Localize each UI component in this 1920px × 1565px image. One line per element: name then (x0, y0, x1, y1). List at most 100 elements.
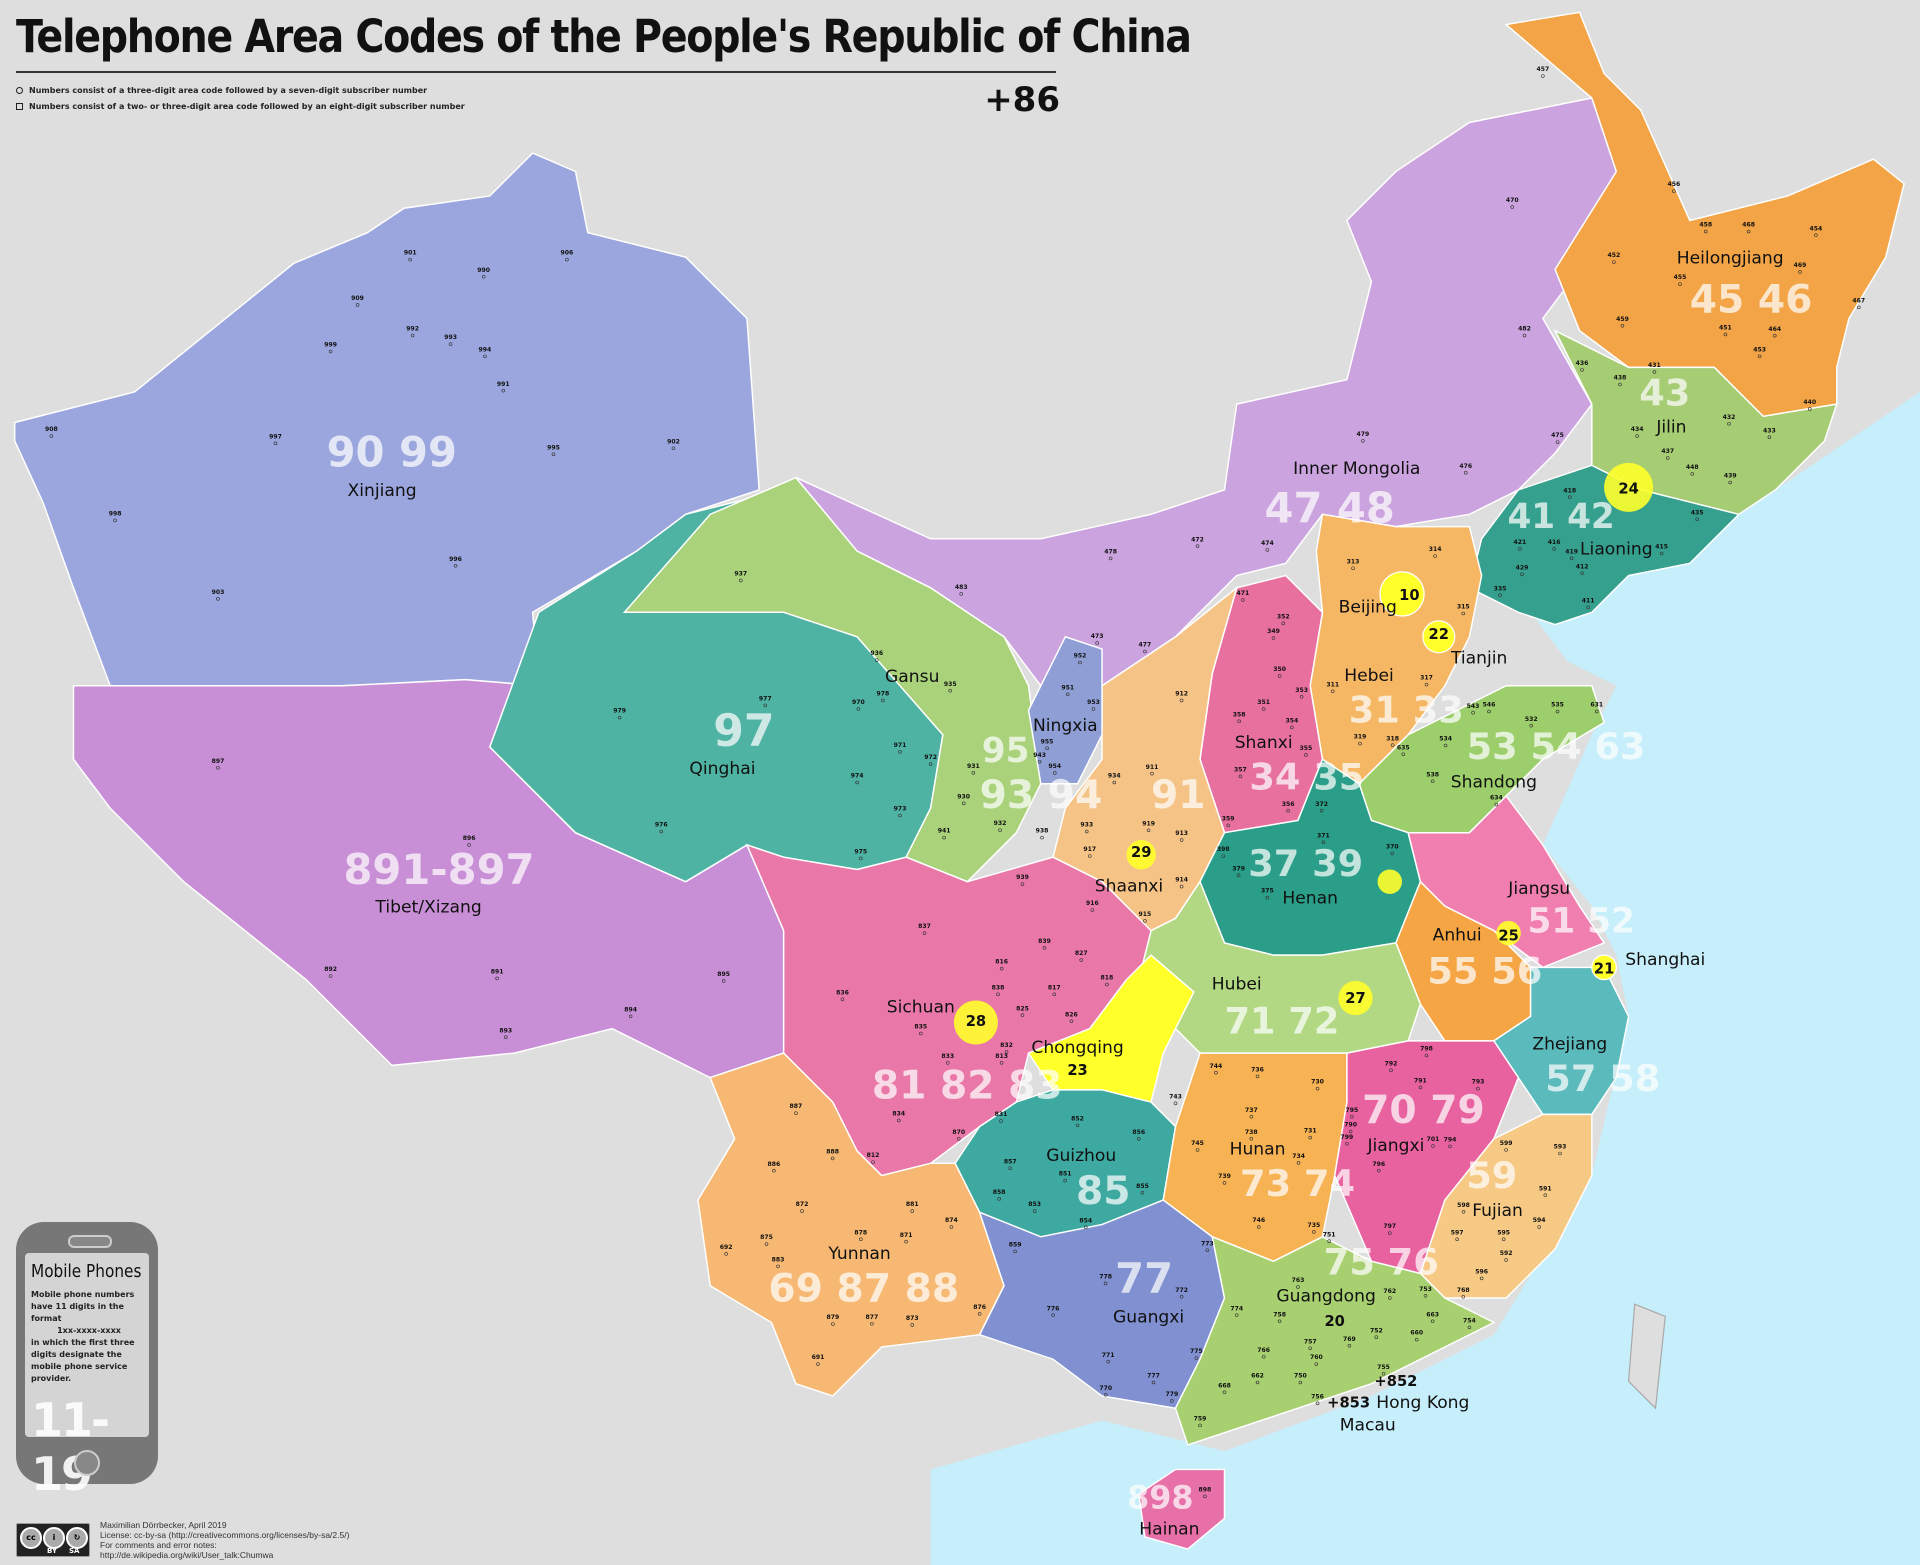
city-code-label: 479 (1356, 431, 1369, 438)
city-marker-icon (776, 1264, 780, 1269)
region-guangxi (978, 1199, 1226, 1410)
city-marker-icon (1170, 1399, 1174, 1403)
city-code-label: 992 (406, 326, 419, 333)
city-marker-icon (1487, 709, 1491, 714)
city-marker-icon (1728, 480, 1732, 485)
city-code-label: 912 (1175, 691, 1188, 698)
city-code-label: 318 (1386, 735, 1399, 742)
province-name: Zhejiang (1532, 1034, 1607, 1054)
city-marker-icon (1315, 1086, 1320, 1091)
city-marker-icon (948, 688, 952, 693)
city-marker-icon (1179, 884, 1184, 889)
city-code-label: 598 (1457, 1202, 1470, 1209)
city-code-label: 335 (1494, 585, 1507, 592)
city-marker-icon (1195, 1148, 1200, 1152)
city-code-label: 475 (1551, 432, 1564, 439)
city-marker-icon (453, 563, 458, 568)
province-name: Guizhou (1046, 1146, 1116, 1166)
city-code-label: 755 (1377, 1364, 1390, 1371)
city-marker-icon (1569, 556, 1574, 561)
province-code-24: 77 (1115, 1254, 1173, 1303)
city-marker-icon (855, 780, 859, 785)
city-marker-icon (1580, 368, 1584, 372)
city-marker-icon (1271, 636, 1276, 640)
city-marker-icon (1414, 1337, 1419, 1342)
city-marker-icon (871, 1160, 875, 1164)
city-marker-icon (904, 1239, 908, 1244)
city-code-label: 435 (1691, 509, 1704, 516)
city-code-label: 932 (994, 820, 1007, 827)
city-marker-icon (628, 1014, 633, 1019)
municipality-code: +852 (1374, 1373, 1417, 1390)
city-code-label: 798 (1420, 1046, 1433, 1053)
city-marker-icon (1580, 571, 1584, 576)
municipality-name: Shanghai (1625, 950, 1705, 970)
city-code-label: 739 (1218, 1173, 1231, 1180)
city-marker-icon (898, 813, 902, 818)
city-marker-icon (859, 1237, 863, 1242)
city-code-label: 319 (1354, 734, 1367, 741)
city-marker-icon (1222, 1390, 1227, 1395)
province-code-7: 41 42 (1507, 497, 1614, 537)
mobile-phones-inset: Mobile Phones Mobile phone numbers have … (16, 1222, 158, 1501)
city-marker-icon (1173, 1101, 1178, 1106)
city-code-label: 997 (269, 433, 282, 440)
city-code-label: 906 (561, 250, 574, 257)
credit-link[interactable]: http://de.wikipedia.org/wiki/User_talk:C… (100, 1550, 274, 1560)
credit-license[interactable]: License: cc-by-sa (http://creativecommon… (100, 1530, 350, 1540)
city-code-label: 534 (1439, 736, 1452, 743)
city-marker-icon (1312, 1230, 1316, 1234)
city-marker-icon (1075, 1123, 1080, 1128)
person-icon: i (43, 1527, 65, 1549)
city-code-label: 996 (449, 556, 462, 563)
city-marker-icon (977, 1312, 982, 1316)
city-code-label: 998 (109, 511, 122, 518)
region-tianjin (1422, 620, 1456, 654)
badge-by: BY (47, 1547, 58, 1555)
city-code-label: 838 (992, 984, 1005, 991)
city-code-label: 440 (1803, 399, 1816, 406)
province-name: Shanxi (1235, 733, 1293, 753)
mobile-heading: Mobile Phones (31, 1261, 142, 1282)
province-code-23: 69 87 88 (768, 1267, 959, 1312)
city-marker-icon (999, 1061, 1004, 1065)
city-code-label: 456 (1667, 181, 1680, 188)
city-marker-icon (1083, 1225, 1088, 1230)
city-code-label: 752 (1370, 1327, 1383, 1334)
city-code-labels: 457 470 456 458 468 454 452 469 455 467 464 459 451 4… (45, 66, 1865, 1499)
city-code-label: 459 (1616, 316, 1629, 323)
city-marker-icon (1205, 1248, 1210, 1253)
city-marker-icon (763, 703, 768, 708)
city-code-label: 662 (1251, 1373, 1264, 1380)
city-marker-icon (1746, 229, 1751, 234)
city-marker-icon (1345, 1141, 1349, 1146)
city-code-label: 826 (1065, 1011, 1078, 1018)
city-code-label: 939 (1016, 874, 1029, 881)
city-marker-icon (1377, 1168, 1381, 1173)
city-marker-icon (1558, 1151, 1562, 1156)
city-marker-icon (1431, 1144, 1435, 1148)
city-code-label: 851 (1059, 1171, 1072, 1178)
city-code-label: 350 (1273, 666, 1286, 673)
province-name: Shaanxi (1095, 876, 1163, 896)
province-code-26: 898 (1127, 1479, 1193, 1517)
city-code-label: 351 (1257, 699, 1270, 706)
capital-region (1377, 869, 1403, 894)
city-code-label: 478 (1104, 549, 1117, 556)
city-marker-icon (49, 434, 54, 438)
city-code-label: 692 (720, 1244, 733, 1251)
badge-sa: SA (69, 1547, 80, 1555)
city-marker-icon (1065, 692, 1070, 697)
legend-text: Numbers consist of a three-digit area co… (29, 86, 428, 95)
city-marker-icon (1498, 593, 1502, 597)
city-code-label: 595 (1497, 1229, 1510, 1236)
city-code-label: 477 (1139, 642, 1152, 649)
city-code-label: 931 (967, 763, 980, 770)
city-marker-icon (355, 303, 360, 307)
city-marker-icon (1249, 1115, 1254, 1119)
city-marker-icon (794, 1111, 798, 1115)
city-code-label: 792 (1385, 1060, 1398, 1067)
credit-comments: For comments and error notes: (100, 1540, 217, 1550)
province-name: Henan (1282, 889, 1338, 909)
city-code-label: 314 (1429, 546, 1442, 553)
